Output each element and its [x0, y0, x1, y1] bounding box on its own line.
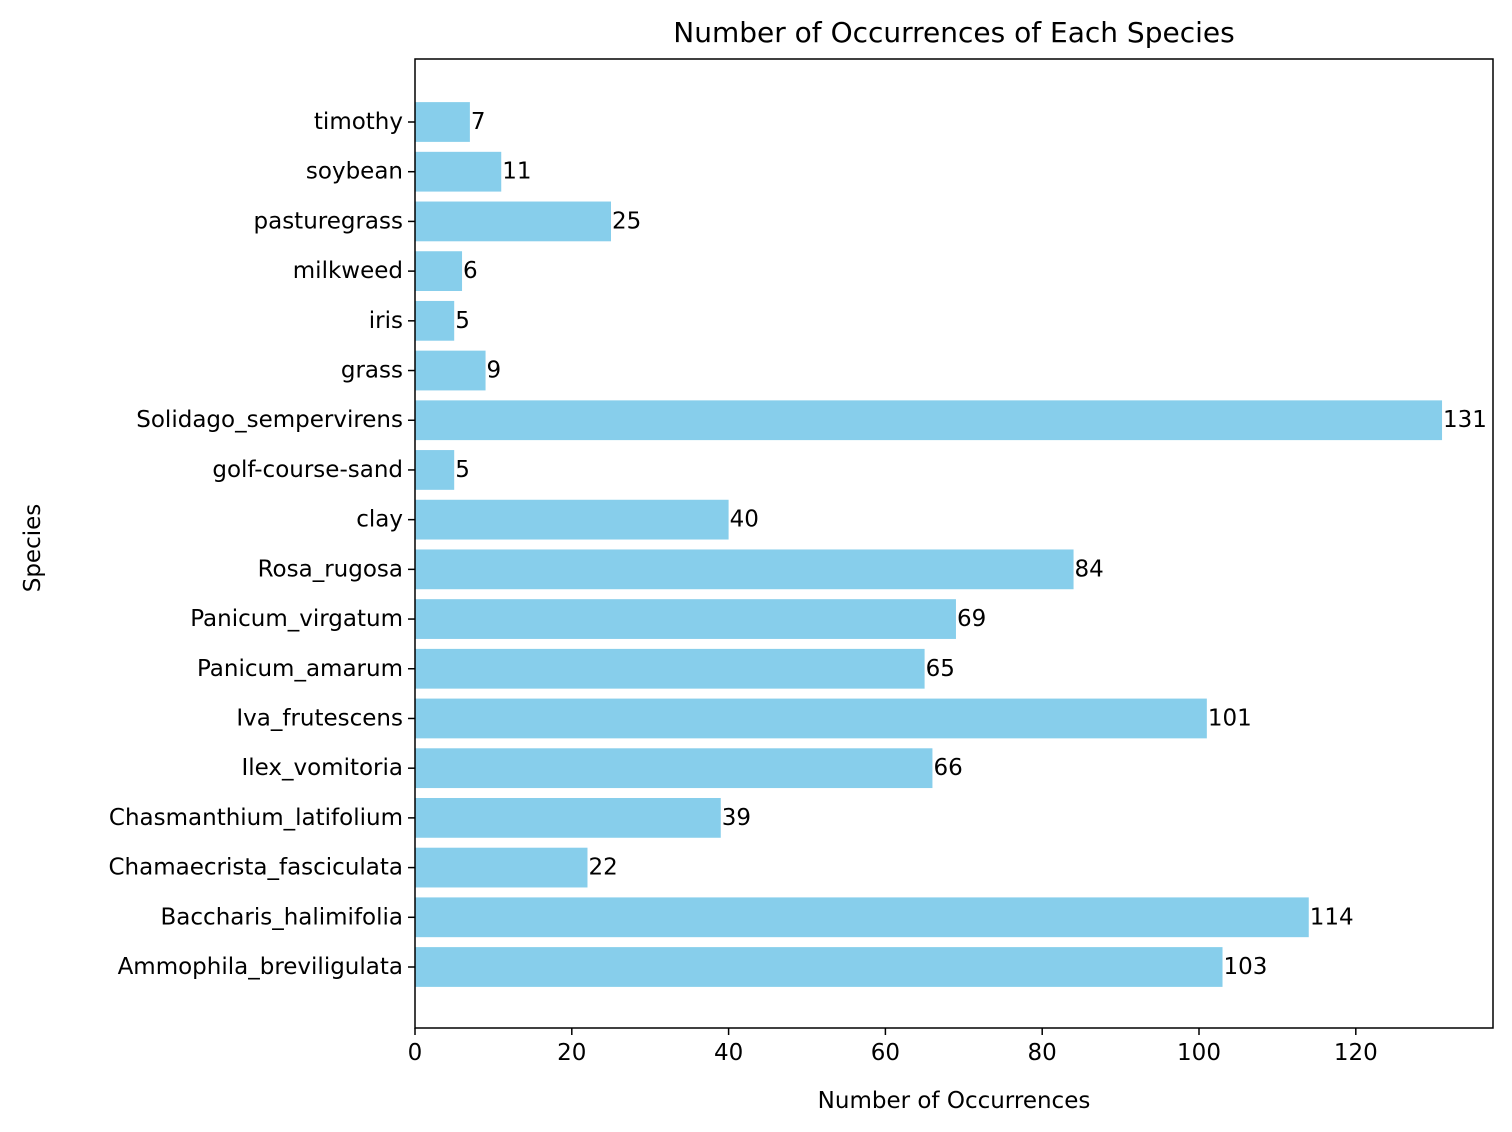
- x-tick-label-120: 120: [1334, 1040, 1378, 1066]
- bars-group: [415, 102, 1443, 987]
- y-tick-label-rosa-rugosa: Rosa_rugosa: [258, 556, 403, 582]
- bar-iris: [415, 300, 455, 341]
- y-tick-label-panicum-amarum: Panicum_amarum: [197, 656, 403, 682]
- y-tick-label-timothy: timothy: [314, 109, 403, 135]
- bar-soybean: [415, 151, 502, 192]
- bar-chasmanthium-latifolium: [415, 798, 721, 838]
- bar-solidago-sempervirens: [415, 400, 1443, 441]
- x-tick-label-40: 40: [714, 1040, 743, 1066]
- data-label-rosa-rugosa: 84: [1075, 556, 1104, 582]
- y-tick-label-iris: iris: [369, 308, 403, 334]
- data-label-milkweed: 6: [463, 258, 478, 284]
- y-tick-label-clay: clay: [356, 507, 403, 533]
- data-label-solidago-sempervirens: 131: [1443, 407, 1487, 433]
- data-label-iva-frutescens: 101: [1208, 705, 1252, 731]
- data-label-soybean: 11: [502, 159, 531, 185]
- bar-chamaecrista-fasciculata: [415, 847, 588, 888]
- data-label-ammophila-breviligulata: 103: [1224, 954, 1268, 980]
- x-tick-label-20: 20: [557, 1040, 586, 1066]
- plot-frame: [414, 58, 1494, 1029]
- data-label-iris: 5: [455, 308, 470, 334]
- bar-iva-frutescens: [415, 698, 1207, 739]
- y-axis-ticks: Ammophila_breviligulata Baccharis_halimif…: [109, 109, 415, 980]
- bar-ilex-vomitoria: [415, 748, 933, 789]
- bar-pasturegrass: [415, 201, 611, 242]
- x-tick-label-0: 0: [408, 1040, 423, 1066]
- data-label-golf-course-sand: 5: [455, 457, 470, 483]
- bar-panicum-amarum: [415, 648, 925, 689]
- data-label-pasturegrass: 25: [612, 208, 641, 234]
- y-tick-label-ammophila-breviligulata: Ammophila_breviligulata: [118, 954, 403, 980]
- x-tick-label-80: 80: [1028, 1040, 1057, 1066]
- y-tick-label-pasturegrass: pasturegrass: [254, 208, 404, 234]
- data-label-grass: 9: [487, 358, 502, 384]
- y-tick-label-milkweed: milkweed: [293, 258, 403, 284]
- y-tick-label-baccharis-halimifolia: Baccharis_halimifolia: [161, 904, 403, 930]
- x-axis-ticks: 0 20 40 60 80 100 120: [408, 1028, 1378, 1066]
- x-tick-label-60: 60: [871, 1040, 900, 1066]
- bar-golf-course-sand: [415, 450, 455, 490]
- bar-milkweed: [415, 251, 463, 291]
- bar-timothy: [415, 102, 470, 142]
- bar-ammophila-breviligulata: [415, 947, 1223, 987]
- y-tick-label-golf-course-sand: golf-course-sand: [212, 457, 403, 483]
- bar-grass: [415, 350, 486, 391]
- data-label-panicum-amarum: 65: [926, 656, 955, 682]
- data-label-clay: 40: [730, 507, 759, 533]
- y-axis-label: Species: [20, 504, 46, 593]
- x-tick-label-100: 100: [1177, 1040, 1221, 1066]
- data-label-timothy: 7: [471, 109, 486, 135]
- y-tick-label-chasmanthium-latifolium: Chasmanthium_latifolium: [109, 805, 403, 831]
- chart-title: Number of Occurrences of Each Species: [673, 16, 1234, 49]
- y-tick-label-iva-frutescens: Iva_frutescens: [236, 705, 403, 731]
- data-label-panicum-virgatum: 69: [957, 606, 986, 632]
- data-label-chasmanthium-latifolium: 39: [722, 805, 751, 831]
- y-tick-label-grass: grass: [341, 358, 403, 384]
- y-tick-label-soybean: soybean: [306, 159, 403, 185]
- y-tick-label-chamaecrista-fasciculata: Chamaecrista_fasciculata: [109, 855, 404, 881]
- bar-clay: [415, 499, 729, 540]
- bar-baccharis-halimifolia: [415, 897, 1309, 938]
- bar-panicum-virgatum: [415, 599, 956, 639]
- y-tick-label-panicum-virgatum: Panicum_virgatum: [190, 606, 403, 632]
- y-tick-label-ilex-vomitoria: Ilex_vomitoria: [241, 755, 403, 781]
- data-label-chamaecrista-fasciculata: 22: [588, 855, 617, 881]
- y-tick-label-solidago-sempervirens: Solidago_sempervirens: [136, 407, 403, 433]
- x-axis-label: Number of Occurrences: [818, 1088, 1091, 1114]
- bar-rosa-rugosa: [415, 549, 1074, 590]
- data-label-baccharis-halimifolia: 114: [1310, 904, 1354, 930]
- data-label-ilex-vomitoria: 66: [933, 755, 962, 781]
